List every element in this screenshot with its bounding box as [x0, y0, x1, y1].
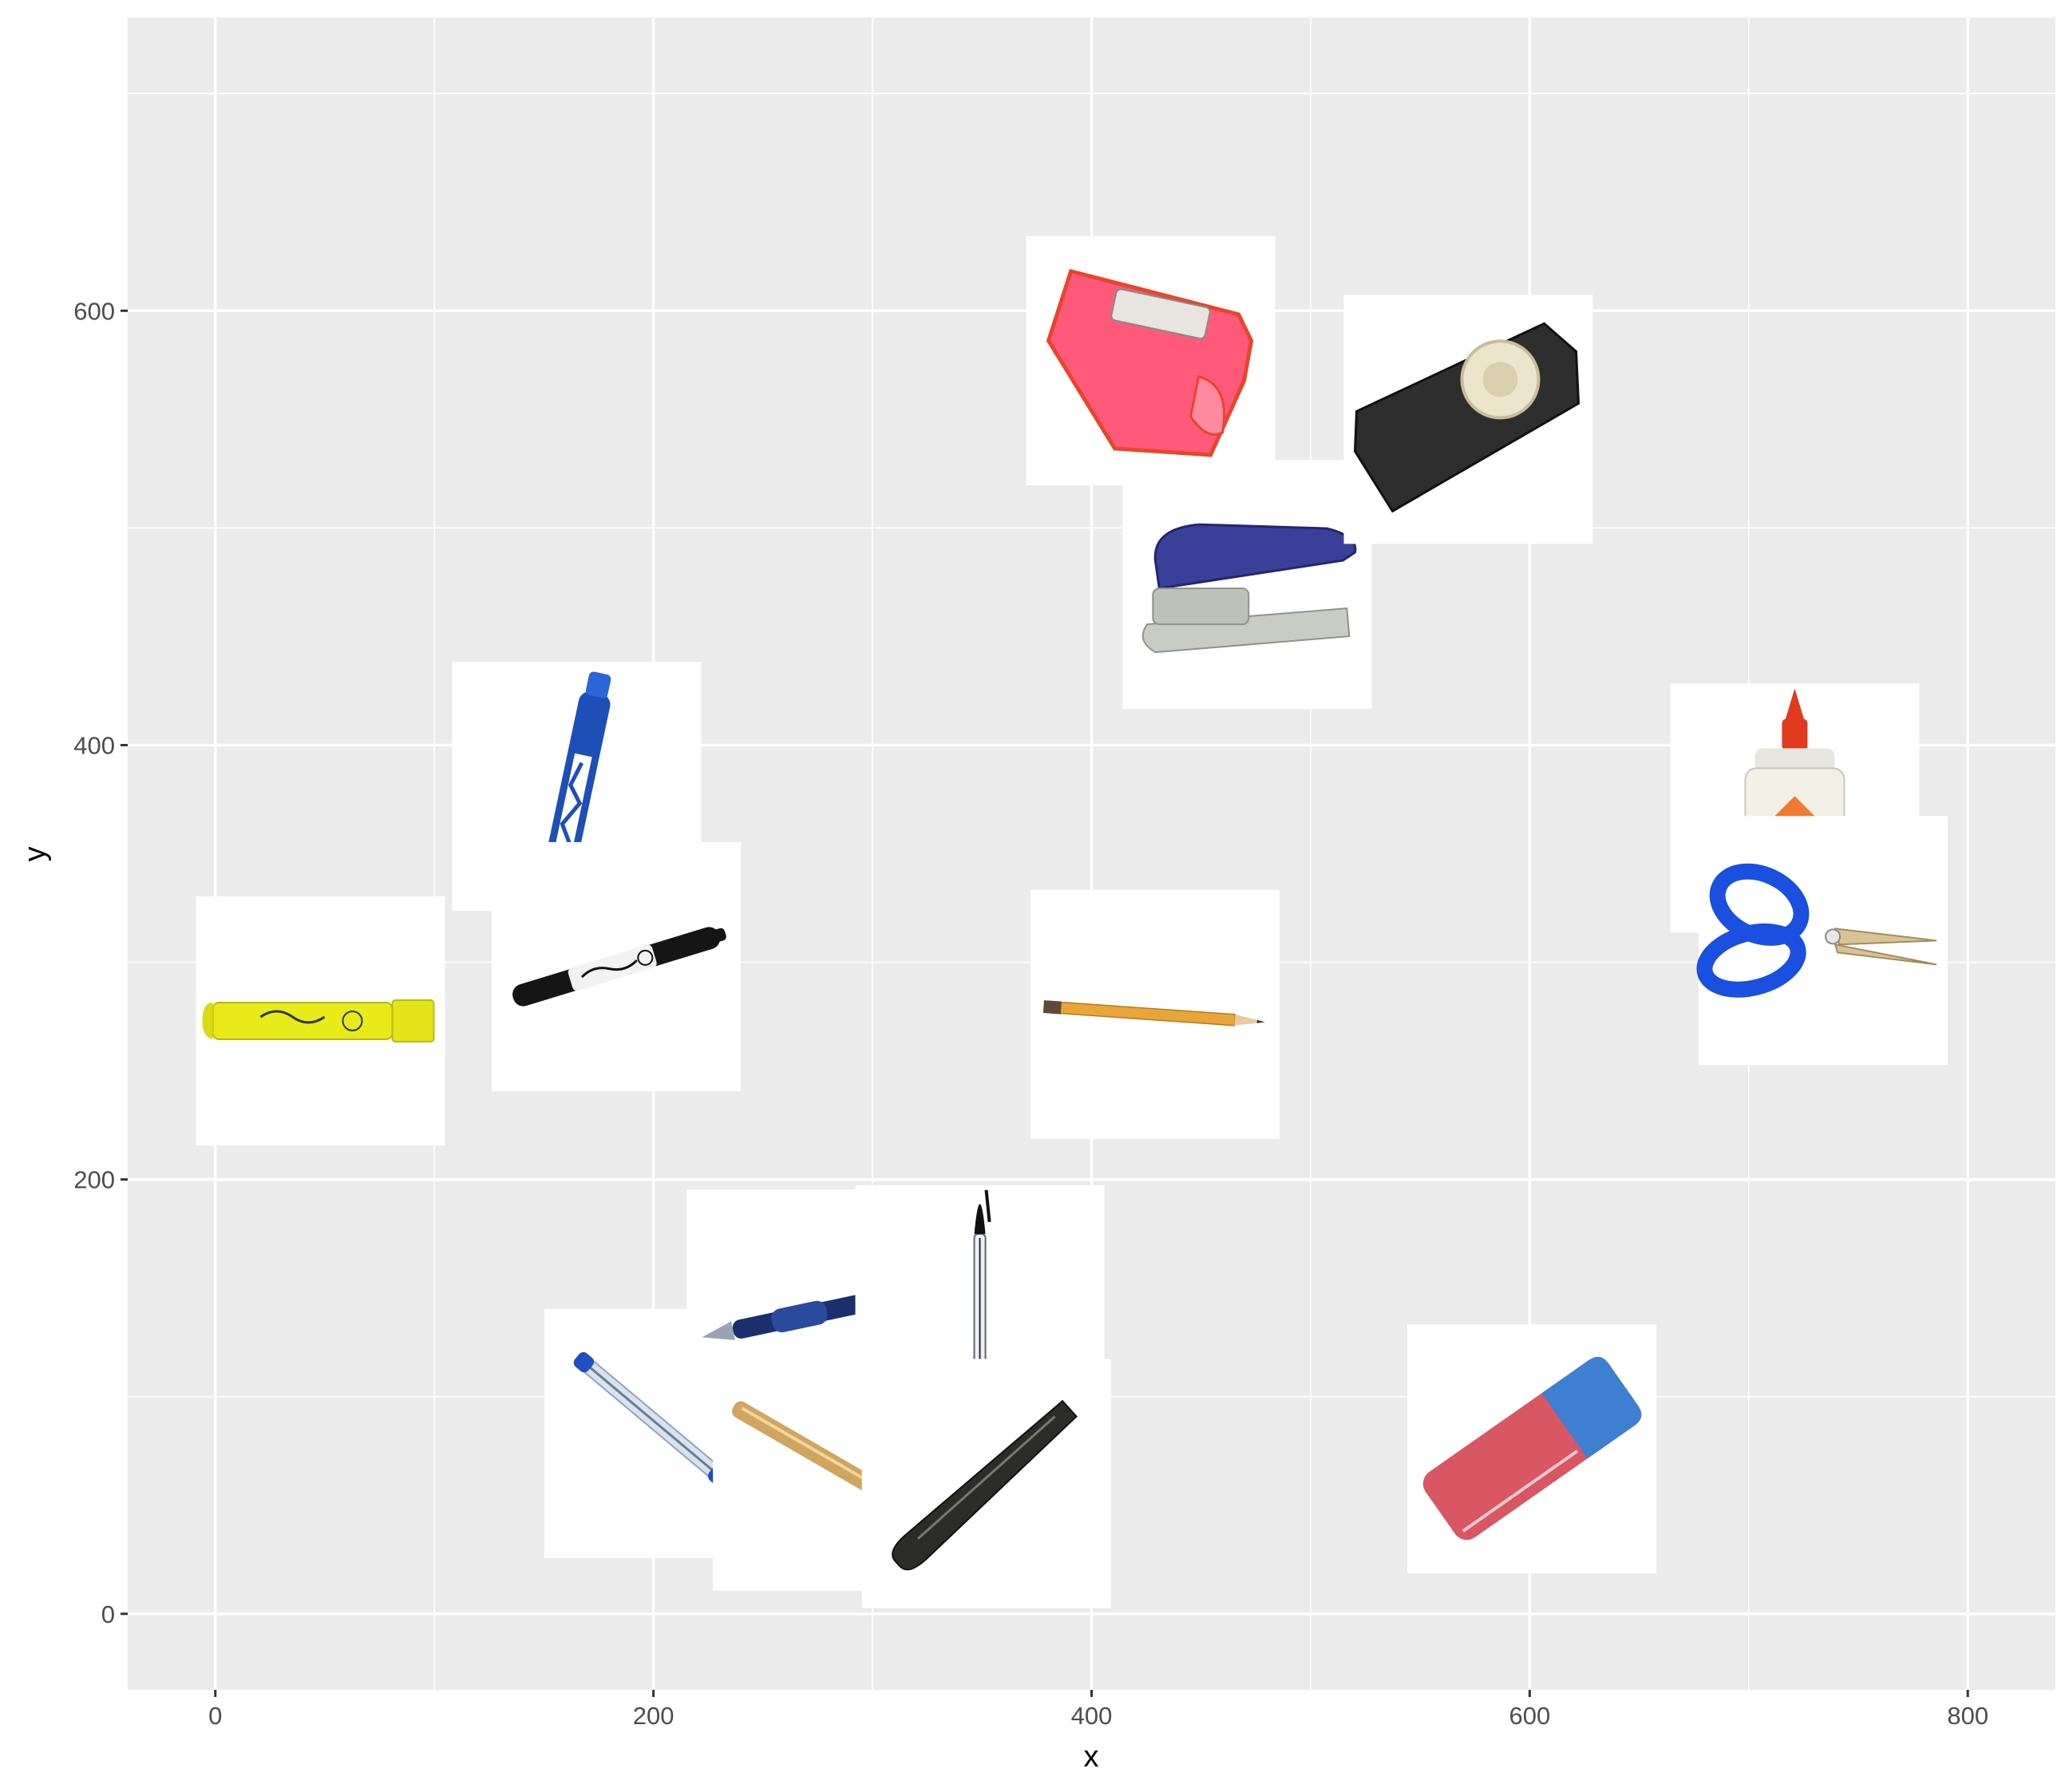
x-axis: 0 200 400 600 800 [208, 1690, 1988, 1730]
tape-dispenser-point [1343, 295, 1593, 544]
x-tick-label: 0 [208, 1702, 222, 1730]
x-tick-label: 600 [1509, 1702, 1550, 1730]
yellow-highlighter-point [196, 896, 445, 1145]
x-tick-label: 400 [1071, 1702, 1113, 1730]
y-tick-label: 600 [73, 297, 115, 325]
pink-pencil-sharpener-icon [1046, 268, 1254, 457]
black-fountain-pen-icon [892, 1399, 1078, 1571]
x-tick-label: 800 [1947, 1702, 1988, 1730]
blue-scissors-point [1696, 816, 1948, 1066]
y-tick-label: 0 [101, 1600, 115, 1628]
eraser-icon [1422, 1356, 1642, 1541]
y-tick-label: 200 [73, 1166, 115, 1194]
pencil-icon [1042, 1000, 1265, 1027]
x-axis-title: x [1084, 1740, 1099, 1774]
y-axis-title: y [18, 847, 52, 862]
black-marker-icon [512, 927, 726, 1007]
tape-dispenser-icon [1354, 322, 1580, 513]
black-marker-point [491, 841, 741, 1091]
y-tick-label: 400 [73, 731, 115, 759]
yellow-highlighter-icon [202, 999, 435, 1042]
data-points [196, 235, 1948, 1608]
pencil-point [1031, 889, 1280, 1139]
eraser-point [1407, 1323, 1657, 1573]
x-tick-label: 200 [633, 1702, 674, 1730]
blue-scissors-icon [1696, 863, 1937, 998]
black-fountain-pen-point [861, 1359, 1111, 1608]
y-axis: 0 200 400 600 [73, 297, 128, 1628]
pink-pencil-sharpener-point [1026, 235, 1276, 485]
blue-stapler-icon [1141, 523, 1357, 654]
blue-stapler-point [1122, 460, 1372, 710]
